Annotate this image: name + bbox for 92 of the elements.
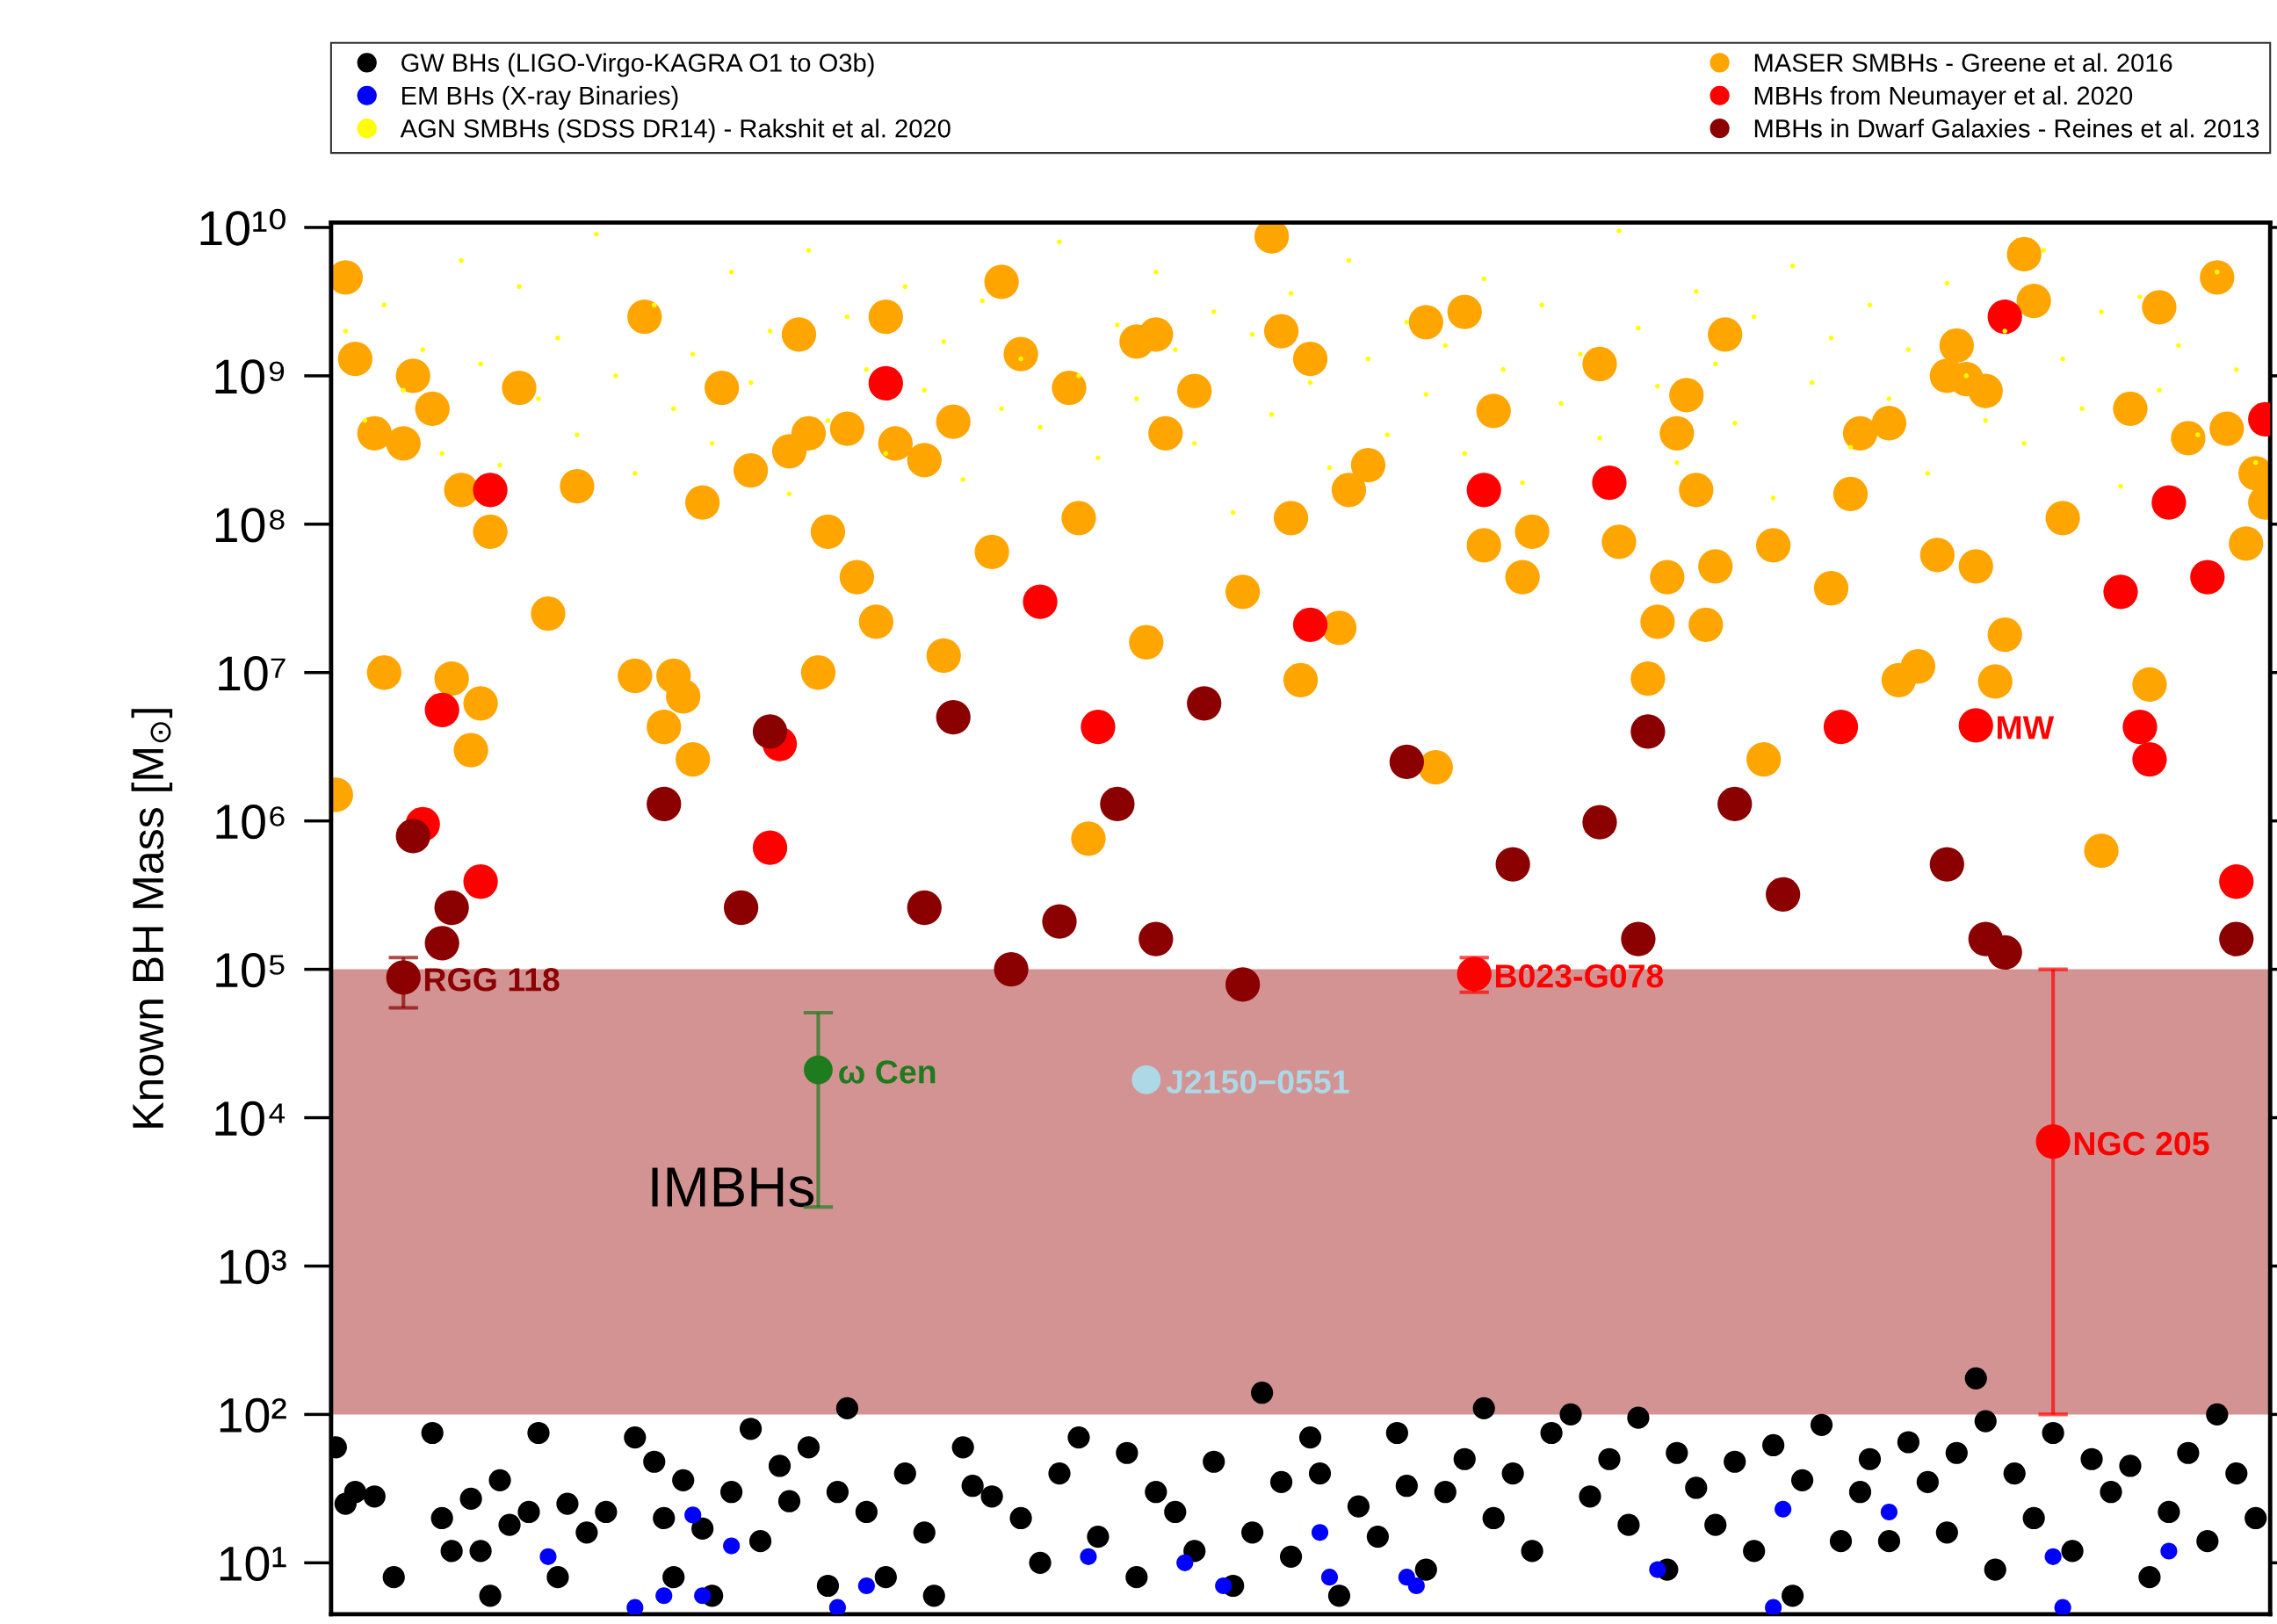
point <box>1176 1554 1194 1571</box>
point <box>1823 710 1859 745</box>
legend-label: MASER SMBHs - Greene et al. 2016 <box>1754 53 2172 72</box>
point <box>1880 1503 1898 1521</box>
legend-label: AGN SMBHs (SDSS DR14) - Rakshit et al. 2020 <box>400 119 951 143</box>
point <box>1100 786 1135 822</box>
y-axis-title: Known BH Mass [M$_{⊙}$] <box>131 709 173 1128</box>
point <box>1215 1577 1232 1595</box>
point <box>684 1506 702 1524</box>
point <box>386 960 421 995</box>
point <box>994 951 1029 987</box>
point <box>647 786 682 822</box>
data-label: MW <box>1998 716 2055 740</box>
point <box>804 1055 833 1085</box>
point <box>868 365 903 401</box>
point <box>2219 921 2254 956</box>
point <box>1630 714 1666 749</box>
point <box>1311 1524 1329 1541</box>
point <box>1138 921 1174 956</box>
point <box>1987 300 2022 335</box>
point <box>2190 559 2225 595</box>
point <box>1320 1569 1339 1586</box>
y-tick-label: 10⁸ <box>215 508 285 543</box>
point <box>2054 1599 2071 1614</box>
y-tick-label: 10¹⁰ <box>200 208 286 246</box>
point <box>907 890 942 926</box>
point <box>752 714 788 749</box>
point <box>1407 1577 1425 1595</box>
y-tick-label: 10¹ <box>220 1546 286 1581</box>
legend-label: GW BHs (LIGO-Virgo-KAGRA O1 to O3b) <box>401 53 874 77</box>
point <box>1649 1561 1666 1578</box>
point <box>723 1537 741 1555</box>
point <box>694 1587 712 1605</box>
point <box>655 1587 673 1605</box>
point <box>2122 710 2158 745</box>
point <box>723 890 759 926</box>
point <box>2219 864 2254 899</box>
data-label: J2150−0551 <box>1166 1070 1349 1094</box>
point <box>473 473 508 508</box>
point <box>1582 805 1617 840</box>
y-tick-label: 10⁵ <box>216 952 285 988</box>
point <box>1775 1500 1792 1518</box>
y-tick-label: 10⁹ <box>215 359 285 394</box>
band-label: IMBHs <box>652 1167 814 1208</box>
point <box>828 1599 846 1614</box>
legend-label: EM BHs (X-ray Binaries) <box>402 85 678 111</box>
point <box>1187 686 1222 721</box>
point <box>2151 485 2187 520</box>
point <box>1592 466 1627 501</box>
point <box>1958 708 1993 743</box>
y-tick-label: 10³ <box>220 1249 286 1285</box>
point <box>434 890 469 926</box>
data-label: ω Cen <box>839 1060 936 1084</box>
y-tick-label: 10² <box>220 1397 286 1433</box>
point <box>936 699 971 735</box>
point <box>1466 473 1501 508</box>
point <box>424 692 459 727</box>
point <box>1080 1548 1097 1565</box>
point <box>463 864 498 899</box>
point <box>1225 967 1261 1002</box>
y-tick-label: 10⁶ <box>216 805 285 840</box>
point <box>1929 847 1964 882</box>
point <box>1766 877 1801 912</box>
legend-label: MBHs in Dwarf Galaxies - Reines et al. 2013 <box>1754 119 2259 138</box>
point <box>1717 786 1753 822</box>
point <box>1042 904 1077 939</box>
point <box>1987 935 2022 970</box>
point <box>1495 847 1530 882</box>
point <box>626 1599 644 1614</box>
point <box>1081 710 1116 745</box>
point <box>2044 1548 2062 1565</box>
point <box>539 1548 557 1565</box>
data-label: NGC 205 <box>2074 1131 2209 1156</box>
point <box>2132 741 2167 777</box>
point <box>2035 1124 2071 1159</box>
point <box>2103 574 2138 610</box>
data-label: B023-G078 <box>1495 964 1664 988</box>
point <box>857 1577 875 1595</box>
y-tick-label: 10⁴ <box>215 1101 286 1137</box>
point <box>1131 1065 1161 1094</box>
point <box>1292 607 1328 642</box>
y-tick-label: 10⁷ <box>219 656 286 691</box>
point <box>1765 1599 1782 1614</box>
legend-label: MBHs from Neumayer et al. 2020 <box>1754 85 2133 111</box>
point <box>1621 921 1656 956</box>
point <box>2160 1542 2178 1560</box>
point <box>424 926 459 961</box>
point <box>752 830 788 865</box>
data-label: RGG 118 <box>424 968 560 992</box>
point <box>1023 584 1058 619</box>
point <box>395 819 430 854</box>
point <box>1389 744 1424 780</box>
